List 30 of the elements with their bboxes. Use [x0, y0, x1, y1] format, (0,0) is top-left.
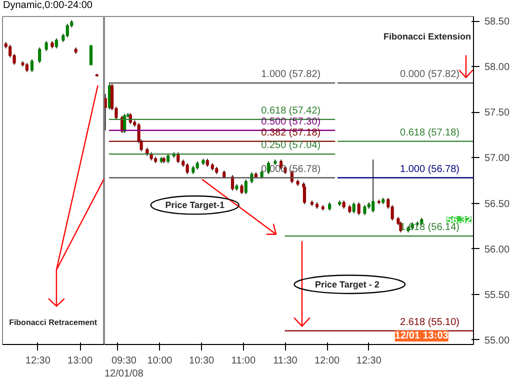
- x-tick-label: 12:30: [356, 356, 382, 366]
- x-tick-label: 13:00: [68, 356, 94, 366]
- series-label: 0.250 (57.04): [261, 140, 321, 152]
- y-tick-label: 55.50: [484, 290, 510, 301]
- y-tick-label: 57.50: [484, 108, 510, 119]
- annotation: Fibonacci Retracement: [9, 318, 98, 328]
- y-tick-label: 57.00: [484, 153, 510, 164]
- annotation: 12/01 13:03: [394, 330, 449, 342]
- x-tick-label: 12:30: [25, 356, 51, 366]
- x-tick-label: 12:00: [314, 356, 340, 366]
- y-tick-label: 58.50: [484, 16, 510, 28]
- y-tick-label: 56.00: [484, 244, 510, 256]
- annotation: Fibonacci Extension: [383, 32, 472, 42]
- y-tick-label: 55.00: [484, 335, 510, 346]
- series-label: 1.000 (57.82): [261, 69, 321, 80]
- x-tick-label: 10:30: [189, 356, 215, 366]
- series-label: 0.618 (57.18): [400, 127, 460, 138]
- series-label: 0.618 (57.42): [261, 105, 321, 116]
- y-tick-label: 58.00: [484, 62, 510, 74]
- series-label: 2.618 (55.10): [400, 316, 460, 328]
- series-label: 1.000 (56.78): [400, 164, 460, 175]
- x-tick-label: 09:30 12/01/08: [104, 356, 144, 380]
- y-tick-label: 56.50: [484, 198, 510, 210]
- x-tick-label: 11:30: [273, 356, 298, 366]
- x-tick-label: 11:00: [231, 356, 256, 366]
- x-tick-label: 10:00: [147, 356, 173, 366]
- annotation: Price Target-1: [165, 200, 225, 210]
- series-label: 0.000 (57.82): [400, 69, 460, 80]
- annotation: Price Target - 2: [314, 279, 380, 290]
- chart-title: Dynamic,0:00-24:00: [3, 0, 92, 12]
